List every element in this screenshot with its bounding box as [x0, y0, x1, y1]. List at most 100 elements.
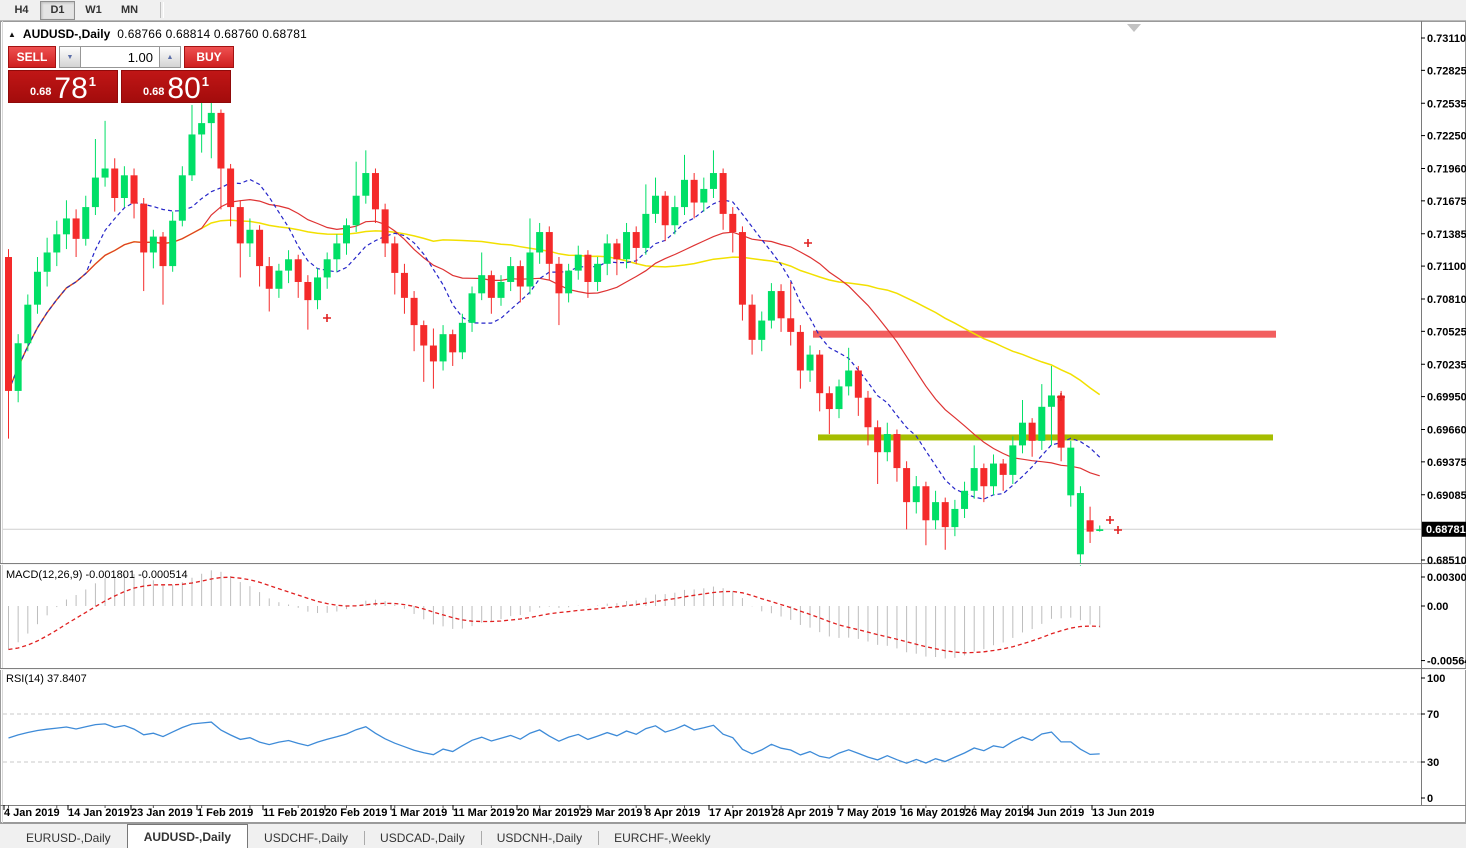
date-tick-label: 11 Feb 2019	[263, 807, 325, 819]
sell-price-prefix: 0.68	[29, 86, 52, 98]
tab-eurchf-weekly[interactable]: EURCHF-,Weekly	[598, 828, 726, 848]
date-tick-label: 14 Jan 2019	[68, 807, 130, 819]
sell-price-box[interactable]: 0.68 78 1	[8, 70, 118, 104]
candle-body	[24, 304, 32, 344]
date-tick-label: 11 Mar 2019	[453, 807, 515, 819]
date-tick-label: 1 Feb 2019	[197, 807, 253, 819]
timeframe-button-w1[interactable]: W1	[85, 4, 102, 16]
candle-body	[1096, 529, 1104, 531]
date-tick-label: 23 Jan 2019	[131, 807, 193, 819]
candle-body	[970, 468, 978, 491]
tab-audusd-daily[interactable]: AUDUSD-,Daily	[126, 824, 249, 848]
macd-indicator-label: MACD(12,26,9) -0.001801 -0.000514	[6, 569, 188, 581]
candle-body	[1028, 422, 1036, 441]
timeframe-button-d1[interactable]: D1	[40, 0, 75, 20]
candle-body	[912, 486, 920, 503]
axis-tick-label: 0.69950	[1427, 392, 1466, 404]
tab-usdcnh-daily[interactable]: USDCNH-,Daily	[480, 828, 598, 848]
axis-tick-label: 0.72825	[1427, 65, 1466, 77]
chart-shift-marker-icon	[1127, 24, 1141, 32]
buy-button[interactable]: BUY	[184, 46, 234, 68]
axis-tick-label: 0.68510	[1427, 555, 1466, 567]
tab-eurusd-daily[interactable]: EURUSD-,Daily	[26, 831, 111, 845]
macd-signal-line	[8, 576, 1100, 654]
candle-body	[178, 175, 186, 221]
candle-body	[671, 207, 679, 226]
candle-body	[874, 427, 882, 453]
axis-tick-label: 0.72250	[1427, 131, 1466, 143]
resistance-line	[813, 330, 1276, 338]
candle-body	[207, 112, 215, 124]
price-chart-canvas[interactable]: 0.73110 0.72825 0.72535 0.72250 0.71960 0.716…	[0, 21, 1466, 823]
candles-layer	[5, 98, 1104, 566]
candle-body	[62, 218, 70, 235]
tab-usdchf-daily[interactable]: USDCHF-,Daily	[264, 831, 349, 845]
candle-body	[1018, 422, 1026, 446]
candle-body	[961, 490, 969, 509]
candle-body	[758, 320, 766, 340]
candle-body	[1009, 445, 1017, 475]
ohlc-readout: 0.68766 0.68814 0.68760 0.68781	[117, 27, 307, 41]
candle-body	[294, 259, 302, 282]
candle-body	[652, 195, 660, 214]
candle-body	[584, 254, 592, 282]
candle-body	[342, 225, 350, 244]
axis-tick-label: 0.73110	[1427, 33, 1466, 45]
buy-price-point: 1	[201, 74, 210, 89]
candle-body	[661, 195, 669, 226]
candle-body	[198, 123, 206, 135]
candle-body	[275, 270, 283, 289]
one-click-trading-panel: SELL ▼ ▲ BUY 0.68 78 1 0.68 80 1	[8, 46, 234, 105]
axis-tick-label: 100	[1427, 673, 1445, 685]
candle-body	[835, 386, 843, 410]
candle-body	[410, 297, 418, 326]
candle-body	[980, 468, 988, 487]
volume-input[interactable]	[81, 46, 159, 68]
timeframe-toolbar: H4 D1 W1 MN	[0, 0, 1466, 21]
sell-button[interactable]: SELL	[8, 46, 56, 68]
cross-marker-icon	[323, 314, 331, 322]
axis-tick-label: 0.69085	[1427, 490, 1466, 502]
toolbar-separator	[160, 2, 164, 18]
candle-body	[603, 243, 611, 264]
axis-tick-label: 0.71100	[1427, 261, 1466, 273]
tab-usdcad-daily[interactable]: USDCAD-,Daily	[364, 828, 481, 848]
volume-decrease-icon[interactable]: ▼	[59, 46, 81, 68]
candle-body	[439, 334, 447, 362]
axis-tick-label: 0.69375	[1427, 457, 1466, 469]
candle-body	[1076, 493, 1084, 555]
candle-body	[217, 112, 225, 169]
candle-body	[700, 188, 708, 203]
timeframe-button-h4[interactable]: H4	[14, 4, 29, 16]
candle-body	[594, 263, 602, 282]
current-price-badge-text: 0.68781	[1426, 524, 1466, 536]
candle-body	[82, 207, 90, 239]
axis-tick-label: 0	[1427, 793, 1433, 805]
candle-body	[941, 502, 949, 528]
candle-body	[130, 175, 138, 204]
candle-body	[265, 266, 273, 289]
date-tick-label: 7 May 2019	[838, 807, 896, 819]
cross-marker-icon	[1106, 516, 1114, 524]
candle-body	[777, 291, 785, 319]
date-tick-label: 13 Jun 2019	[1092, 807, 1154, 819]
candle-body	[951, 508, 959, 528]
buy-price-pips: 80	[167, 72, 201, 105]
axis-tick-label: 0.70810	[1427, 294, 1466, 306]
collapse-arrow-icon[interactable]: ▲	[8, 29, 16, 39]
candle-body	[1067, 447, 1075, 496]
date-tick-label: 4 Jan 2019	[4, 807, 60, 819]
candle-body	[883, 434, 891, 453]
candle-body	[420, 325, 428, 346]
candle-body	[458, 322, 466, 353]
level-lines	[813, 330, 1276, 441]
ma-mid-line	[7, 198, 1100, 477]
timeframe-button-mn[interactable]: MN	[120, 4, 139, 16]
axis-tick-label: 30	[1427, 757, 1439, 769]
candle-body	[825, 393, 833, 410]
candle-body	[816, 354, 824, 394]
buy-price-box[interactable]: 0.68 80 1	[121, 70, 231, 105]
candle-body	[748, 304, 756, 340]
volume-increase-icon[interactable]: ▲	[159, 46, 181, 68]
